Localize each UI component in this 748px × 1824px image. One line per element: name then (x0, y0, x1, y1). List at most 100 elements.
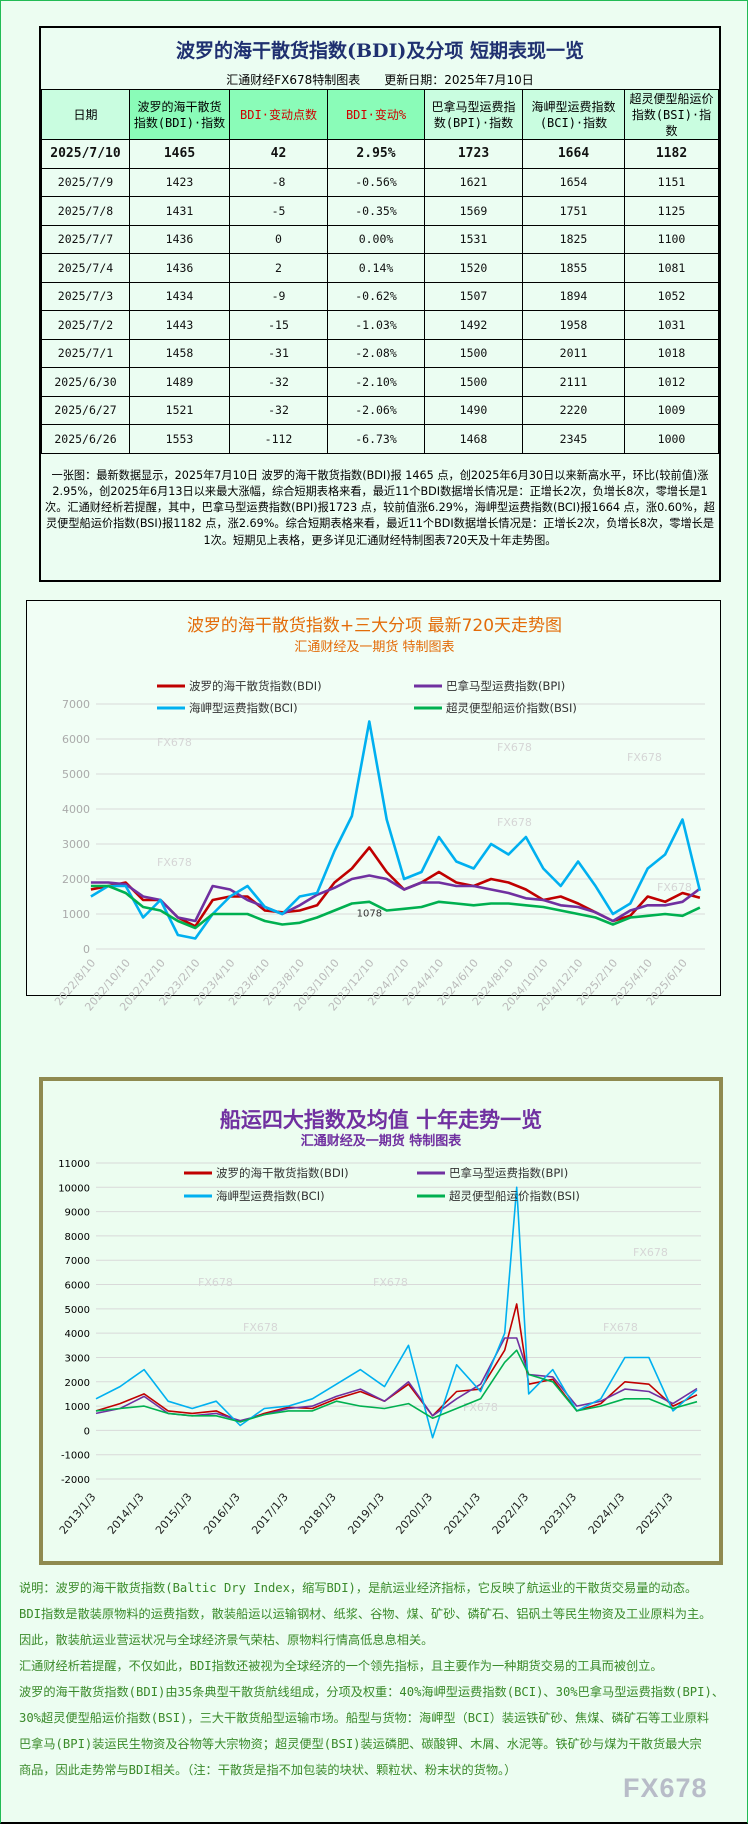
watermark: FX678 (657, 881, 692, 894)
header-bdi: 波罗的海干散货指数(BDI)·指数 (129, 89, 230, 140)
table-cell: -2.10% (327, 367, 425, 397)
y-tick-label: 8000 (65, 1232, 90, 1243)
table-cell: 2011 (522, 338, 625, 368)
table-cell: 1151 (624, 167, 719, 197)
table-cell: 1443 (129, 310, 230, 340)
table-cell: 1436 (129, 224, 230, 254)
table-cell: -9 (229, 281, 328, 311)
watermark: FX678 (603, 1321, 638, 1334)
y-tick-label: 6000 (62, 733, 90, 746)
y-tick-label: 6000 (65, 1281, 90, 1292)
y-tick-label: 3000 (65, 1353, 90, 1364)
table-cell: 2025/7/9 (41, 167, 130, 197)
table-cell: 1434 (129, 281, 230, 311)
header-bdi-change-pct: BDI·变动% (327, 89, 425, 140)
table-cell: 2025/7/4 (41, 253, 130, 283)
x-tick-label: 2022/1/3 (490, 1491, 532, 1537)
table-cell: 0.14% (327, 253, 425, 283)
y-tick-label: -2000 (61, 1475, 90, 1486)
watermark: FX678 (463, 1401, 498, 1414)
table-cell: 1569 (424, 196, 523, 226)
table-cell: 2025/7/3 (41, 281, 130, 311)
table-cell: 1431 (129, 196, 230, 226)
table-cell: 1654 (522, 167, 625, 197)
table-cell: 1465 (129, 139, 230, 169)
table-subtitle: 汇通财经FX678特制图表 更新日期：2025年7月10日 (226, 73, 534, 87)
table-cell: -5 (229, 196, 328, 226)
data-annotation: 1078 (357, 908, 382, 919)
fx678-logo: FX678 (623, 1773, 708, 1803)
header-date: 日期 (41, 89, 130, 140)
legend-label: 巴拿马型运费指数(BPI) (446, 679, 565, 693)
table-cell: 1009 (624, 395, 719, 425)
table-cell: 2025/6/30 (41, 367, 130, 397)
table-cell: -8 (229, 167, 328, 197)
table-cell: 1500 (424, 367, 523, 397)
table-cell: 1458 (129, 338, 230, 368)
description-line: BDI指数是散装原物料的运费指数，散装船运以运输钢材、纸浆、谷物、煤、矿砂、磷矿… (19, 1607, 712, 1621)
table-cell: 1751 (522, 196, 625, 226)
y-tick-label: 2000 (62, 873, 90, 886)
table-cell: 1125 (624, 196, 719, 226)
y-tick-label: 5000 (62, 768, 90, 781)
table-cell: -2.06% (327, 395, 425, 425)
series-line-bpi (95, 1337, 698, 1422)
table-cell: 1052 (624, 281, 719, 311)
table-cell: 1894 (522, 281, 625, 311)
y-tick-label: 7000 (62, 698, 90, 711)
watermark: FX678 (157, 736, 192, 749)
table-cell: 1664 (522, 139, 625, 169)
y-tick-label: 3000 (62, 838, 90, 851)
description-line: 巴拿马(BPI)装运民生物资及谷物等大宗物资；超灵便型(BSI)装运磷肥、碳酸钾… (19, 1737, 702, 1751)
watermark: FX678 (198, 1276, 233, 1289)
table-cell: 1018 (624, 338, 719, 368)
table-cell: 2025/7/1 (41, 338, 130, 368)
table-cell: -0.62% (327, 281, 425, 311)
x-tick-label: 2019/1/3 (345, 1491, 387, 1537)
watermark: FX678 (373, 1276, 408, 1289)
table-cell: -2.08% (327, 338, 425, 368)
bdi-table: 日期 波罗的海干散货指数(BDI)·指数 BDI·变动点数 BDI·变动% 巴拿… (41, 89, 719, 454)
y-tick-label: 9000 (65, 1208, 90, 1219)
table-cell: -0.35% (327, 196, 425, 226)
legend-label: 巴拿马型运费指数(BPI) (449, 1166, 568, 1180)
table-cell: 2220 (522, 395, 625, 425)
table-row: 2025/7/9 1423 -8 -0.56% 1621 1654 1151 (41, 167, 719, 197)
table-cell: 2025/7/10 (41, 139, 130, 169)
watermark: FX678 (627, 751, 662, 764)
table-cell: 42 (229, 139, 328, 169)
table-title: 波罗的海干散货指数(BDI)及分项 短期表现一览 (175, 40, 585, 62)
description-line: 汇通财经析若提醒，不仅如此，BDI指数还被视为全球经济的一个领先指标，且主要作为… (19, 1659, 663, 1673)
table-cell: -1.03% (327, 310, 425, 340)
description-line: 波罗的海干散货指数(BDI)由35条典型干散货航线组成，分项及权重：40%海岬型… (19, 1685, 725, 1699)
table-cell: 1182 (624, 139, 719, 169)
series-line-bsi (90, 884, 701, 930)
legend-label: 海岬型运费指数(BCI) (216, 1189, 325, 1203)
table-row: 2025/6/27 1521 -32 -2.06% 1490 2220 1009 (41, 395, 719, 425)
table-cell: 1490 (424, 395, 523, 425)
table-cell: 1000 (624, 424, 719, 454)
x-tick-label: 2017/1/3 (249, 1491, 291, 1537)
table-cell: 1081 (624, 253, 719, 283)
x-tick-label: 2025/1/3 (634, 1491, 676, 1537)
table-cell: 2025/6/27 (41, 395, 130, 425)
table-cell: 1723 (424, 139, 523, 169)
table-cell: -31 (229, 338, 328, 368)
x-tick-label: 2015/1/3 (153, 1491, 195, 1537)
table-cell: 1012 (624, 367, 719, 397)
watermark: FX678 (633, 1246, 668, 1259)
table-row: 2025/7/1 1458 -31 -2.08% 1500 2011 1018 (41, 338, 719, 368)
header-bpi: 巴拿马型运费指数(BPI)·指数 (424, 89, 523, 140)
table-cell: 1031 (624, 310, 719, 340)
table-row: 2025/6/30 1489 -32 -2.10% 1500 2111 1012 (41, 367, 719, 397)
table-cell: 2025/7/7 (41, 224, 130, 254)
description-line: 商品，因此走势常与BDI相关。（注：干散货是指不加包装的块状、颗粒状、粉末状的货… (19, 1763, 517, 1777)
table-cell: 1492 (424, 310, 523, 340)
y-tick-label: 1000 (65, 1402, 90, 1413)
table-cell: 1825 (522, 224, 625, 254)
chart-subtitle: 汇通财经及一期货 特制图表 (301, 1133, 463, 1149)
table-row: 2025/7/2 1443 -15 -1.03% 1492 1958 1031 (41, 310, 719, 340)
header-bci: 海岬型运费指数(BCI)·指数 (522, 89, 625, 140)
